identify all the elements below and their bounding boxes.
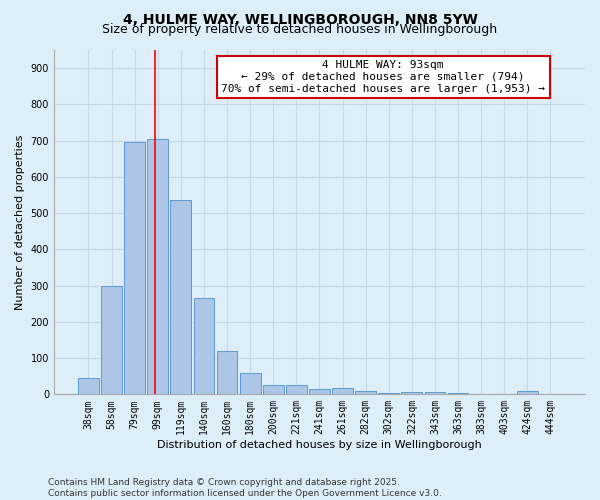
Bar [78,378,99,394]
Bar [332,388,353,394]
Bar [425,392,445,394]
Bar [240,372,260,394]
Bar [148,139,168,394]
X-axis label: Distribution of detached houses by size in Wellingborough: Distribution of detached houses by size … [157,440,482,450]
Bar [101,286,122,395]
Bar [194,298,214,394]
Bar [355,390,376,394]
Bar [401,392,422,394]
Y-axis label: Number of detached properties: Number of detached properties [15,134,25,310]
Bar [124,142,145,394]
Bar [309,389,330,394]
Bar [379,392,399,394]
Text: Contains HM Land Registry data © Crown copyright and database right 2025.
Contai: Contains HM Land Registry data © Crown c… [48,478,442,498]
Bar [217,351,238,395]
Bar [448,393,469,394]
Text: 4 HULME WAY: 93sqm
← 29% of detached houses are smaller (794)
70% of semi-detach: 4 HULME WAY: 93sqm ← 29% of detached hou… [221,60,545,94]
Bar [286,386,307,394]
Bar [263,386,284,394]
Text: Size of property relative to detached houses in Wellingborough: Size of property relative to detached ho… [103,22,497,36]
Bar [517,392,538,394]
Text: 4, HULME WAY, WELLINGBOROUGH, NN8 5YW: 4, HULME WAY, WELLINGBOROUGH, NN8 5YW [122,12,478,26]
Bar [170,200,191,394]
